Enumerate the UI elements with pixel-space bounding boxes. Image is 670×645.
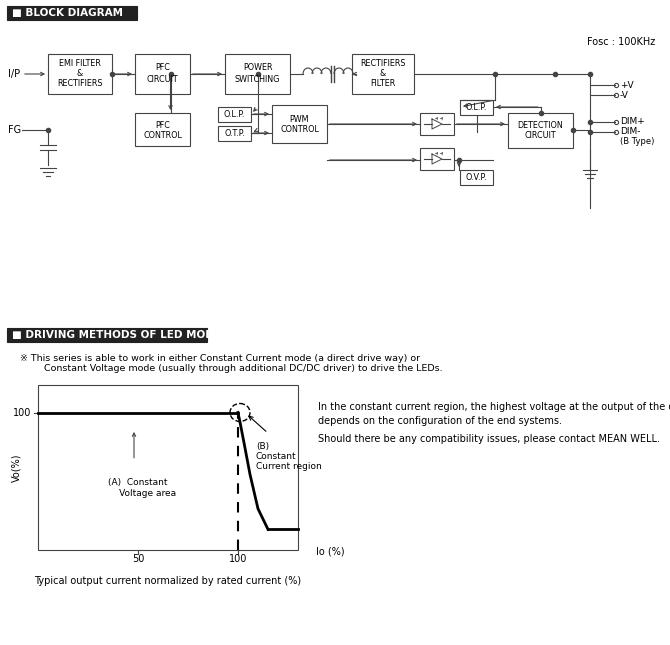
Text: Vo(%): Vo(%) — [11, 453, 21, 482]
Text: ■ DRIVING METHODS OF LED MODULE: ■ DRIVING METHODS OF LED MODULE — [12, 330, 236, 340]
Bar — [218, 126, 251, 141]
Text: &: & — [77, 70, 83, 79]
Text: O.T.P.: O.T.P. — [224, 129, 245, 138]
Text: O.L.P.: O.L.P. — [466, 103, 487, 112]
Text: 100: 100 — [229, 554, 247, 564]
Text: (A)  Constant
       Voltage area: (A) Constant Voltage area — [99, 479, 177, 498]
Text: 50: 50 — [132, 554, 144, 564]
Text: Fosc : 100KHz: Fosc : 100KHz — [587, 37, 655, 47]
Bar — [38, 385, 298, 550]
Bar — [420, 148, 454, 170]
Text: (B)
Constant
Current region: (B) Constant Current region — [256, 442, 322, 471]
Text: PFC: PFC — [155, 121, 170, 130]
Bar — [508, 113, 573, 148]
Text: -V: -V — [620, 90, 629, 99]
Bar — [272, 105, 327, 143]
Text: CONTROL: CONTROL — [143, 132, 182, 141]
Bar — [352, 54, 414, 94]
Text: DIM-: DIM- — [620, 128, 641, 137]
Text: In the constant current region, the highest voltage at the output of the driver: In the constant current region, the high… — [318, 402, 670, 412]
Text: SWITCHING: SWITCHING — [234, 75, 280, 83]
Text: O.V.P.: O.V.P. — [466, 173, 487, 182]
Bar — [48, 54, 112, 94]
Text: CIRCUIT: CIRCUIT — [147, 75, 178, 83]
Text: RECTIFIERS: RECTIFIERS — [360, 59, 406, 68]
Text: +V: +V — [620, 81, 634, 90]
Bar — [135, 113, 190, 146]
Text: I/P: I/P — [8, 69, 20, 79]
Text: &: & — [380, 70, 386, 79]
Text: 100: 100 — [13, 408, 31, 417]
Text: ■ BLOCK DIAGRAM: ■ BLOCK DIAGRAM — [12, 8, 123, 18]
Text: Io (%): Io (%) — [316, 547, 344, 557]
Bar — [218, 107, 251, 122]
Text: Typical output current normalized by rated current (%): Typical output current normalized by rat… — [34, 576, 302, 586]
Bar — [225, 54, 290, 94]
Text: ※ This series is able to work in either Constant Current mode (a direct drive wa: ※ This series is able to work in either … — [20, 354, 443, 373]
Text: DIM+: DIM+ — [620, 117, 645, 126]
Bar — [460, 170, 493, 185]
Text: depends on the configuration of the end systems.: depends on the configuration of the end … — [318, 416, 562, 426]
Text: EMI FILTER: EMI FILTER — [59, 59, 101, 68]
Text: O.L.P.: O.L.P. — [224, 110, 245, 119]
Text: DETECTION: DETECTION — [518, 121, 563, 130]
Text: PWM: PWM — [289, 115, 310, 123]
Bar — [7, 6, 137, 20]
Text: POWER: POWER — [243, 63, 272, 72]
Text: RECTIFIERS: RECTIFIERS — [57, 79, 103, 88]
Bar — [7, 328, 207, 342]
Text: PFC: PFC — [155, 63, 170, 72]
Text: Should there be any compatibility issues, please contact MEAN WELL.: Should there be any compatibility issues… — [318, 434, 660, 444]
Text: FG: FG — [8, 125, 21, 135]
Bar — [135, 54, 190, 94]
Text: FILTER: FILTER — [371, 79, 395, 88]
Bar — [420, 113, 454, 135]
Text: CIRCUIT: CIRCUIT — [525, 132, 556, 141]
Text: CONTROL: CONTROL — [280, 126, 319, 135]
Bar — [460, 100, 493, 115]
Text: (B Type): (B Type) — [620, 137, 655, 146]
